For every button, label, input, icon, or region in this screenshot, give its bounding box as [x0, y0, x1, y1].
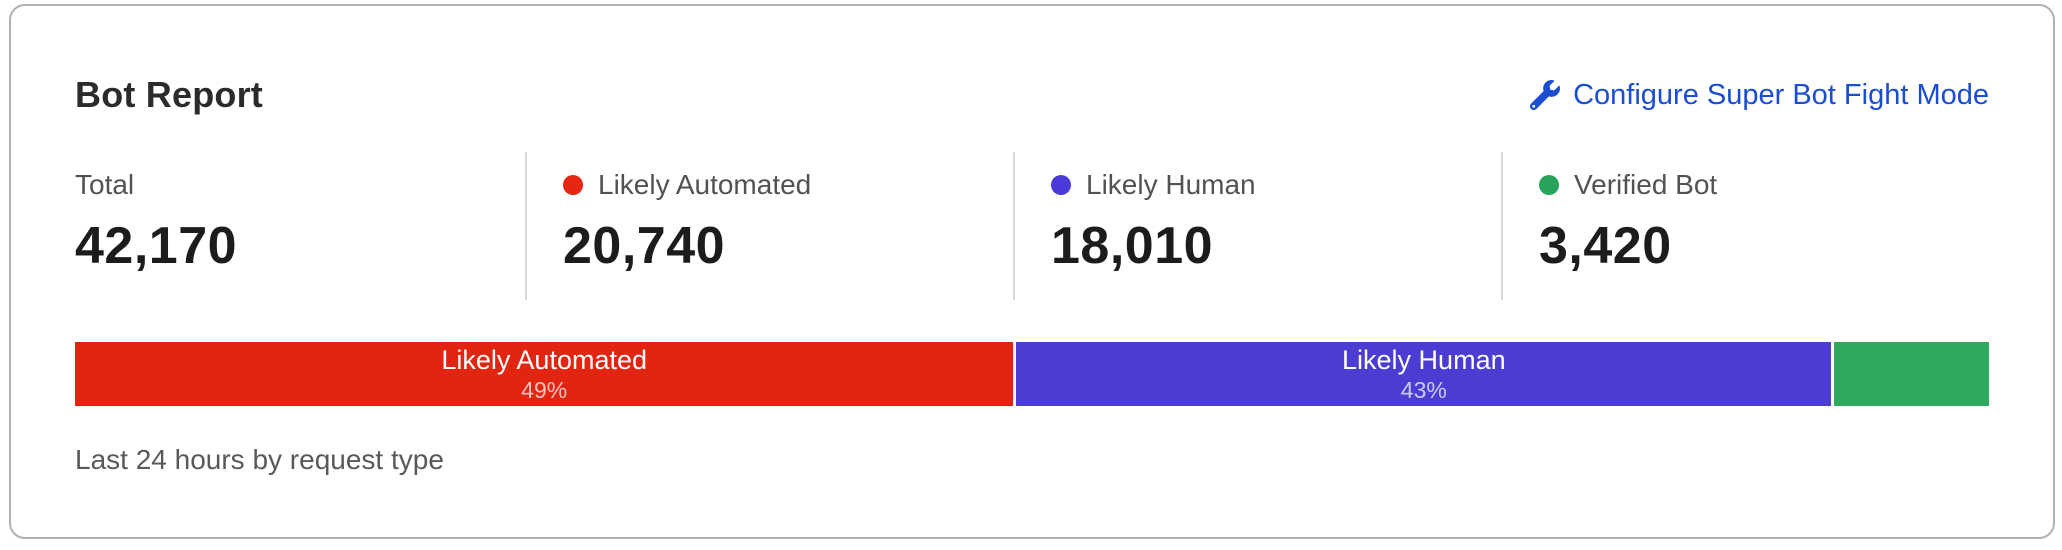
likely-automated-dot-icon: [563, 175, 583, 195]
bar-segment-verified-bot: [1834, 342, 1989, 406]
stat-verified-bot-label: Verified Bot: [1574, 169, 1718, 200]
card-header: Bot Report Configure Super Bot Fight Mod…: [75, 76, 1989, 114]
stat-verified-bot: Verified Bot 3,420: [1501, 152, 1989, 300]
stat-total-value: 42,170: [75, 217, 238, 275]
bar-segment-label: Likely Human: [1342, 345, 1506, 375]
stat-verified-bot-value: 3,420: [1539, 217, 1672, 275]
configure-super-bot-fight-mode-link[interactable]: Configure Super Bot Fight Mode: [1530, 79, 1989, 111]
page-title: Bot Report: [75, 74, 263, 115]
bot-report-card: Bot Report Configure Super Bot Fight Mod…: [9, 4, 2055, 539]
request-type-stacked-bar: Likely Automated 49% Likely Human 43%: [75, 342, 1989, 406]
stat-likely-automated: Likely Automated 20,740: [525, 152, 1013, 300]
stat-likely-automated-value: 20,740: [563, 217, 726, 275]
stat-likely-human: Likely Human 18,010: [1013, 152, 1501, 300]
bar-segment-likely-automated: Likely Automated 49%: [75, 342, 1014, 406]
wrench-icon: [1530, 80, 1561, 110]
stats-row: Total 42,170 Likely Automated 20,740 Lik…: [75, 152, 1989, 300]
configure-link-label: Configure Super Bot Fight Mode: [1573, 79, 1989, 111]
verified-bot-dot-icon: [1539, 175, 1559, 195]
stat-total: Total 42,170: [75, 152, 525, 300]
bar-segment-percent: 49%: [521, 377, 568, 403]
stat-total-label: Total: [75, 169, 135, 200]
stat-likely-automated-label: Likely Automated: [598, 169, 812, 200]
stat-likely-human-value: 18,010: [1051, 217, 1214, 275]
bar-segment-label: Likely Automated: [441, 345, 647, 375]
likely-human-dot-icon: [1051, 175, 1071, 195]
bar-segment-likely-human: Likely Human 43%: [1016, 342, 1832, 406]
bar-segment-percent: 43%: [1400, 377, 1447, 403]
time-range-caption: Last 24 hours by request type: [75, 444, 444, 475]
stat-likely-human-label: Likely Human: [1086, 169, 1256, 200]
